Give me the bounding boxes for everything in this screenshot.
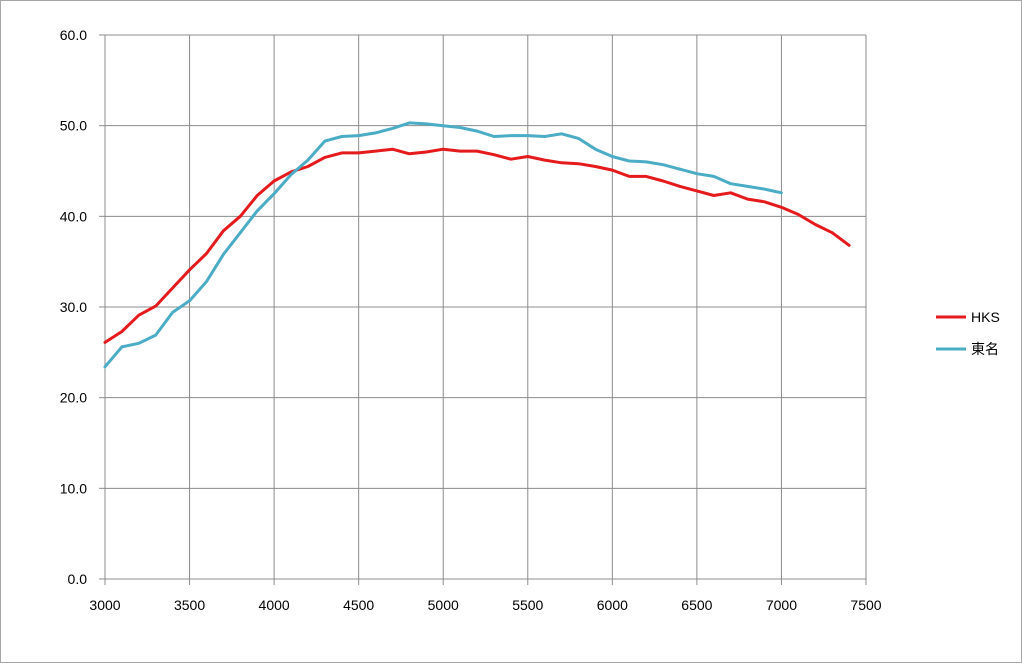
y-tick-label: 40.0 (60, 208, 87, 224)
x-tick-label: 4500 (343, 597, 374, 613)
grid (104, 34, 867, 580)
x-tick-label: 7000 (766, 597, 797, 613)
y-tick-label: 10.0 (60, 480, 87, 496)
x-tick-label: 3000 (89, 597, 120, 613)
y-tick-label: 0.0 (68, 571, 88, 587)
y-tick-label: 30.0 (60, 299, 87, 315)
x-tick-label: 3500 (174, 597, 205, 613)
series (103, 121, 851, 369)
legend-label-2: 東名 (971, 341, 999, 357)
axes (99, 34, 867, 585)
x-tick-label: 6000 (597, 597, 628, 613)
y-tick-label: 20.0 (60, 390, 87, 406)
legend-label-1: HKS (971, 309, 1000, 325)
tick-labels: 0.0 10.0 20.0 30.0 40.0 50.0 60.0 3000 3500 4000 4… (60, 27, 882, 613)
x-tick-label: 4000 (259, 597, 290, 613)
y-tick-label: 50.0 (60, 118, 87, 134)
series-line-2 (103, 121, 783, 369)
x-tick-label: 6500 (681, 597, 712, 613)
x-tick-label: 7500 (850, 597, 881, 613)
series-line-1 (103, 147, 851, 344)
x-tick-label: 5500 (512, 597, 543, 613)
y-tick-label: 60.0 (60, 27, 87, 43)
x-tick-label: 5000 (428, 597, 459, 613)
legend: HKS 東名 (936, 309, 1000, 357)
